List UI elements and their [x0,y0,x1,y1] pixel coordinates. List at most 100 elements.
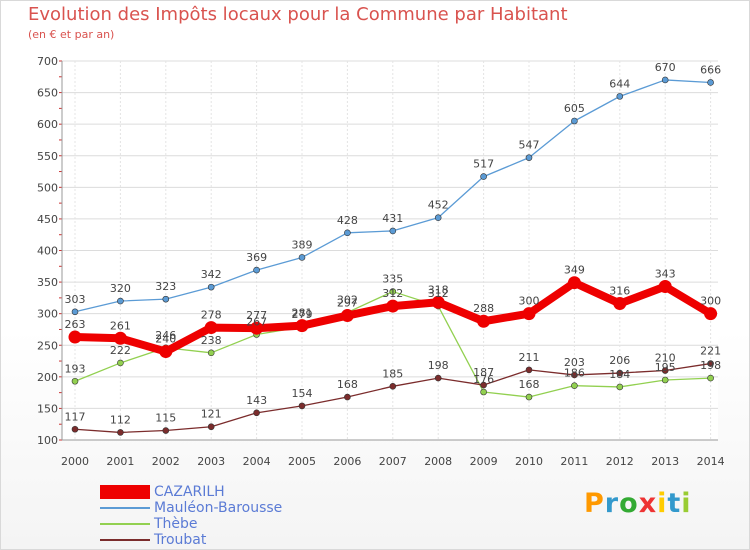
data-point-2 [571,382,578,389]
data-label: 176 [473,373,494,386]
data-label: 184 [609,368,630,381]
logo-letter: x [638,488,658,519]
data-label: 277 [246,309,267,322]
data-point-0 [68,330,82,344]
data-point-1 [162,295,170,303]
data-point-2 [480,388,487,396]
data-label: 431 [382,212,403,225]
x-tick-label: 2003 [197,455,225,468]
data-label: 240 [155,333,176,346]
data-point-3 [253,409,260,417]
data-point-1 [253,266,260,274]
data-label: 349 [564,264,585,277]
data-label: 261 [110,319,131,332]
logo-letter: i [681,488,692,519]
y-tick-label: 150 [37,402,58,415]
y-tick-label: 100 [37,434,58,447]
data-label: 281 [292,307,313,320]
data-label: 267 [246,316,267,329]
data-point-1 [298,254,306,261]
data-label: 343 [655,268,676,281]
data-point-1 [525,154,533,161]
data-point-3 [207,423,215,431]
data-label: 547 [519,139,540,152]
data-point-3 [434,374,442,382]
data-point-2 [71,377,79,385]
x-tick-label: 2005 [288,455,316,468]
data-label: 193 [65,362,86,375]
data-label: 318 [428,283,449,296]
data-label: 187 [473,366,494,379]
y-tick-label: 400 [37,245,58,258]
data-point-1 [71,308,79,316]
y-tick-label: 300 [37,308,58,321]
legend-label-thebe: Thèbe [154,516,198,532]
data-label: 117 [65,410,86,423]
data-label: 246 [155,329,176,342]
x-tick-label: 2007 [379,455,407,468]
data-point-2 [707,374,714,382]
y-tick-label: 650 [37,87,58,100]
y-tick-label: 600 [37,118,58,131]
y-tick-label: 250 [37,339,58,352]
data-label: 389 [292,238,313,251]
data-point-3 [616,369,624,377]
data-point-1 [571,117,578,125]
data-label: 112 [110,413,131,426]
data-label: 143 [246,394,267,407]
y-tick-label: 450 [37,213,58,226]
data-point-2 [389,288,397,295]
data-point-0 [704,307,718,321]
data-label: 211 [519,351,540,364]
data-label: 452 [428,199,449,212]
data-point-2 [616,383,624,391]
data-label: 186 [564,367,585,380]
data-point-0 [431,295,445,309]
data-label: 195 [655,361,676,374]
data-point-1 [117,297,124,305]
y-tick-label: 500 [37,181,58,194]
data-label: 666 [700,63,721,76]
logo-letter: i [657,488,668,519]
x-tick-label: 2008 [424,455,452,468]
logo-letter: t [667,488,682,519]
x-tick-label: 2002 [152,455,180,468]
legend-swatch-troubat [100,539,150,541]
data-label: 288 [473,302,494,315]
data-point-3 [480,381,487,389]
data-label: 210 [655,352,676,365]
data-point-1 [344,229,351,237]
data-point-1 [707,79,714,86]
chart-subtitle: (en € et par an) [28,28,115,41]
x-tick-label: 2012 [606,455,634,468]
data-point-3 [661,367,669,374]
legend-swatch-thebe [100,523,150,525]
x-tick-label: 2009 [470,455,498,468]
x-tick-label: 2014 [697,455,725,468]
data-label: 320 [110,282,131,295]
data-label: 670 [655,61,676,74]
x-tick-label: 2000 [61,455,89,468]
legend-item-cazarilh: CAZARILH [100,484,360,500]
data-label: 369 [246,251,267,264]
logo-letter: r [604,488,620,519]
data-point-3 [344,393,351,401]
x-tick-label: 2013 [651,455,679,468]
data-label: 279 [292,308,313,321]
x-tick-label: 2006 [333,455,361,468]
data-point-0 [159,345,173,359]
y-tick-label: 700 [37,55,58,68]
legend-label-cazarilh: CAZARILH [154,484,225,500]
data-label: 221 [700,345,721,358]
data-point-3 [162,427,170,434]
data-label: 263 [65,318,86,331]
data-label: 312 [382,287,403,300]
data-label: 203 [564,356,585,369]
data-point-0 [295,319,309,333]
data-label: 154 [292,387,313,400]
data-label: 198 [428,359,449,372]
data-point-3 [117,429,124,436]
data-point-1 [616,93,624,100]
y-tick-label: 550 [37,150,58,163]
